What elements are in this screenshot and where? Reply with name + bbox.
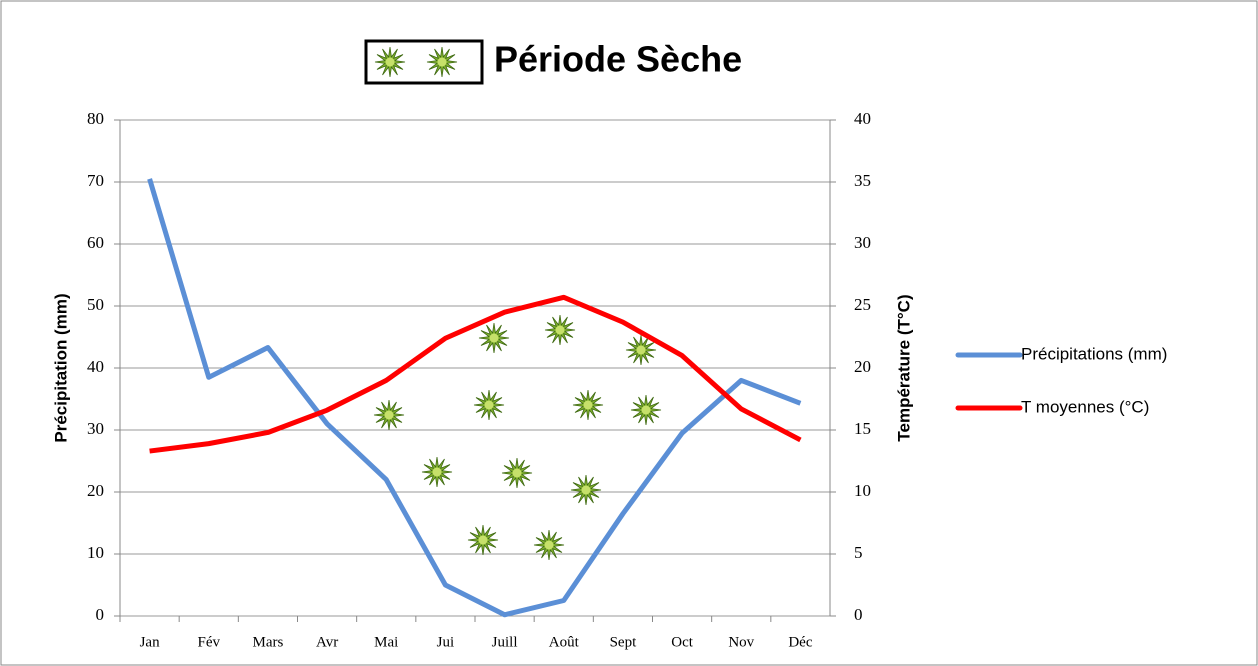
y-tick-label: 50 — [87, 295, 104, 314]
y2-tick-label: 5 — [854, 543, 863, 562]
dry-star-core — [478, 535, 488, 545]
y2-tick-label: 35 — [854, 171, 871, 190]
y-tick-label: 20 — [87, 481, 104, 500]
y2-tick-label: 25 — [854, 295, 871, 314]
chart-title: Période Sèche — [494, 39, 742, 80]
legend-label: T moyennes (°C) — [1021, 397, 1149, 416]
y2-tick-label: 30 — [854, 233, 871, 252]
dry-star-core — [544, 540, 554, 550]
series-line — [149, 294, 802, 454]
dry-star-core — [484, 400, 494, 410]
x-tick-label: Déc — [788, 634, 812, 650]
dry-star-core — [583, 400, 593, 410]
y-tick-label: 70 — [87, 171, 104, 190]
dry-star-core — [555, 325, 565, 335]
legend-label: Précipitations (mm) — [1021, 344, 1167, 363]
dry-star-core — [581, 485, 591, 495]
y-tick-label: 0 — [96, 605, 105, 624]
x-tick-label: Fév — [198, 634, 221, 650]
y-tick-label: 30 — [87, 419, 104, 438]
dry-star-core — [437, 57, 447, 67]
dry-star-core — [432, 467, 442, 477]
y2-tick-label: 0 — [854, 605, 863, 624]
series-line — [147, 178, 802, 618]
dry-star-core — [636, 345, 646, 355]
dry-star-core — [489, 333, 499, 343]
x-tick-label: Jan — [140, 634, 160, 650]
dry-star-core — [512, 468, 522, 478]
dry-star-core — [641, 405, 651, 415]
x-tick-label: Sept — [610, 634, 638, 650]
y-axis-title: Précipitation (mm) — [51, 293, 70, 442]
y2-tick-label: 15 — [854, 419, 871, 438]
y-tick-label: 40 — [87, 357, 104, 376]
x-tick-label: Oct — [671, 634, 693, 650]
x-tick-label: Nov — [728, 634, 754, 650]
x-tick-label: Mars — [253, 634, 284, 650]
y2-axis-title: Température (T°C) — [894, 294, 913, 441]
x-tick-label: Avr — [316, 634, 338, 650]
y2-tick-label: 40 — [854, 109, 871, 128]
dry-star-core — [384, 410, 394, 420]
x-tick-label: Jui — [437, 634, 455, 650]
y2-tick-label: 20 — [854, 357, 871, 376]
y2-tick-label: 10 — [854, 481, 871, 500]
y-tick-label: 60 — [87, 233, 104, 252]
y-tick-label: 80 — [87, 109, 104, 128]
x-tick-label: Juill — [492, 634, 518, 650]
x-tick-label: Mai — [374, 634, 398, 650]
y-tick-label: 10 — [87, 543, 104, 562]
dry-star-core — [385, 57, 395, 67]
x-tick-label: Août — [549, 634, 580, 650]
